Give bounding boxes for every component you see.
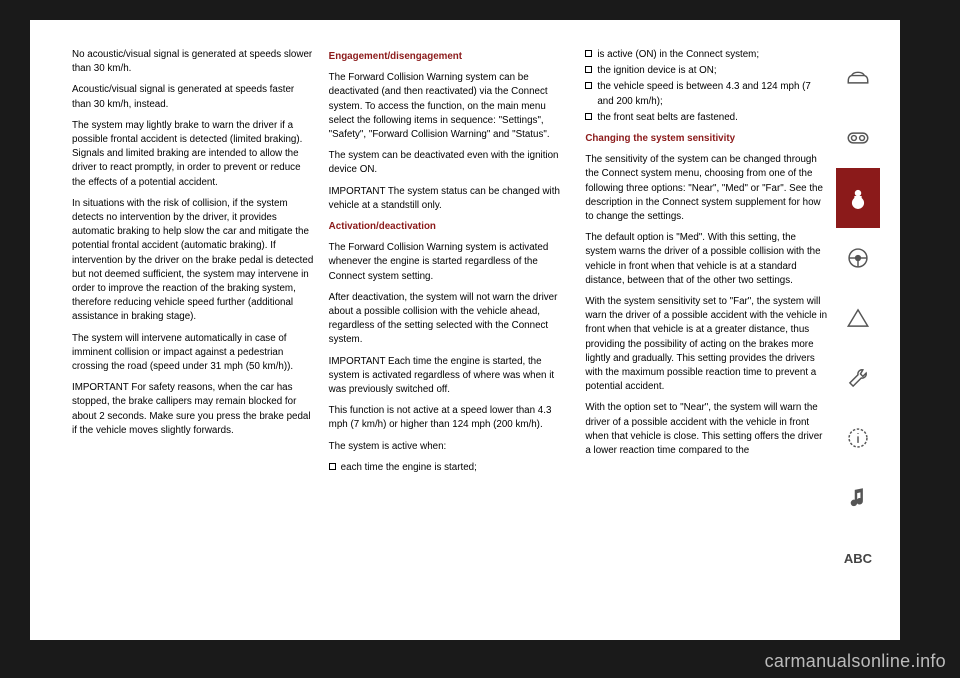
square-bullet-icon bbox=[585, 113, 592, 120]
watermark-text: carmanualsonline.info bbox=[765, 651, 946, 672]
paragraph: In situations with the risk of collision… bbox=[72, 197, 315, 325]
column-2: Engagement/disengagement The Forward Col… bbox=[329, 48, 572, 612]
abc-label: ABC bbox=[844, 551, 872, 566]
car-icon bbox=[836, 48, 880, 108]
info-icon bbox=[836, 408, 880, 468]
paragraph: This function is not active at a speed l… bbox=[329, 404, 572, 432]
heading: Changing the system sensitivity bbox=[585, 132, 828, 146]
bullet-text: the front seat belts are fastened. bbox=[597, 111, 738, 125]
paragraph: IMPORTANT Each time the engine is starte… bbox=[329, 355, 572, 398]
paragraph: The system will intervene automatically … bbox=[72, 332, 315, 375]
paragraph: IMPORTANT For safety reasons, when the c… bbox=[72, 381, 315, 438]
music-note-icon bbox=[836, 468, 880, 528]
bullet-item: the front seat belts are fastened. bbox=[585, 111, 828, 125]
paragraph: No acoustic/visual signal is generated a… bbox=[72, 48, 315, 76]
square-bullet-icon bbox=[329, 463, 336, 470]
bullet-text: the vehicle speed is between 4.3 and 124… bbox=[597, 80, 828, 108]
paragraph: The sensitivity of the system can be cha… bbox=[585, 153, 828, 224]
text-columns: No acoustic/visual signal is generated a… bbox=[72, 48, 828, 612]
paragraph: With the option set to "Near", the syste… bbox=[585, 401, 828, 458]
bullet-text: is active (ON) in the Connect system; bbox=[597, 48, 759, 62]
section-sidebar: ABC bbox=[836, 48, 880, 612]
heading: Engagement/disengagement bbox=[329, 50, 572, 64]
wrench-icon bbox=[836, 348, 880, 408]
square-bullet-icon bbox=[585, 82, 592, 89]
manual-page: No acoustic/visual signal is generated a… bbox=[30, 20, 900, 640]
bullet-text: each time the engine is started; bbox=[341, 461, 477, 475]
paragraph: With the system sensitivity set to "Far"… bbox=[585, 295, 828, 394]
bullet-text: the ignition device is at ON; bbox=[597, 64, 716, 78]
paragraph: The default option is "Med". With this s… bbox=[585, 231, 828, 288]
column-3: is active (ON) in the Connect system; th… bbox=[585, 48, 828, 612]
abc-index-icon: ABC bbox=[836, 528, 880, 588]
bullet-item: the ignition device is at ON; bbox=[585, 64, 828, 78]
paragraph: The system is active when: bbox=[329, 440, 572, 454]
bullet-item: each time the engine is started; bbox=[329, 461, 572, 475]
square-bullet-icon bbox=[585, 66, 592, 73]
paragraph: The system can be deactivated even with … bbox=[329, 149, 572, 177]
airbag-icon bbox=[836, 168, 880, 228]
heading: Activation/deactivation bbox=[329, 220, 572, 234]
paragraph: After deactivation, the system will not … bbox=[329, 291, 572, 348]
column-1: No acoustic/visual signal is generated a… bbox=[72, 48, 315, 612]
warning-triangle-icon bbox=[836, 288, 880, 348]
steering-wheel-icon bbox=[836, 228, 880, 288]
bullet-item: the vehicle speed is between 4.3 and 124… bbox=[585, 80, 828, 108]
paragraph: Acoustic/visual signal is generated at s… bbox=[72, 83, 315, 111]
paragraph: The Forward Collision Warning system is … bbox=[329, 241, 572, 284]
paragraph: The Forward Collision Warning system can… bbox=[329, 71, 572, 142]
square-bullet-icon bbox=[585, 50, 592, 57]
dashboard-icon bbox=[836, 108, 880, 168]
paragraph: The system may lightly brake to warn the… bbox=[72, 119, 315, 190]
bullet-item: is active (ON) in the Connect system; bbox=[585, 48, 828, 62]
paragraph: IMPORTANT The system status can be chang… bbox=[329, 185, 572, 213]
